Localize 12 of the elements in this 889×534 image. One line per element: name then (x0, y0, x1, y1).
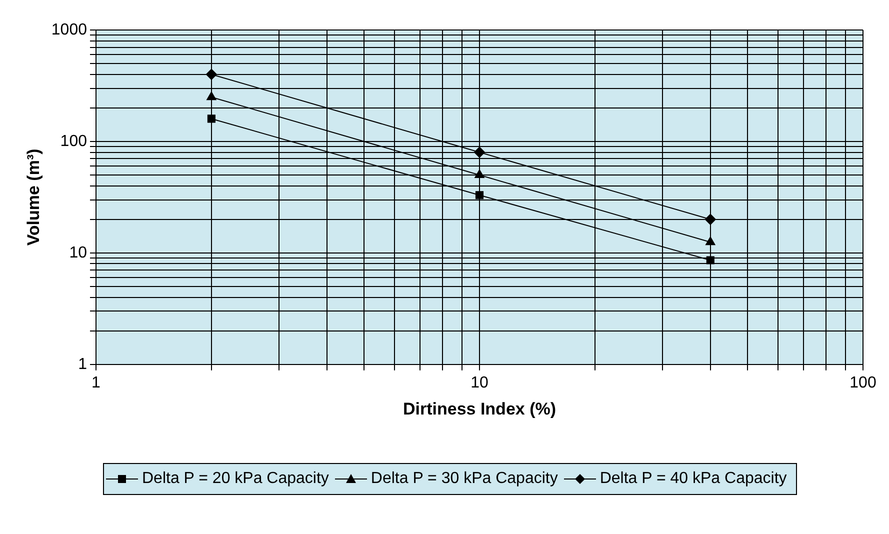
y-tick-label: 100 (60, 132, 88, 150)
y-tick-label: 10 (69, 244, 88, 262)
x-axis-title: Dirtiness Index (%) (402, 399, 556, 418)
y-axis-title: Volume (m³) (24, 148, 43, 246)
legend-label: Delta P = 20 kPa Capacity (142, 469, 329, 489)
legend-label: Delta P = 30 kPa Capacity (370, 469, 558, 489)
x-tick-label: 10 (470, 374, 488, 392)
y-tick-label: 1 (78, 356, 88, 373)
legend-label: Delta P = 40 kPa Capacity (600, 469, 787, 489)
y-tick-label: 1000 (51, 21, 88, 38)
x-tick-label: 1 (92, 374, 101, 392)
x-tick-label: 100 (850, 374, 876, 392)
